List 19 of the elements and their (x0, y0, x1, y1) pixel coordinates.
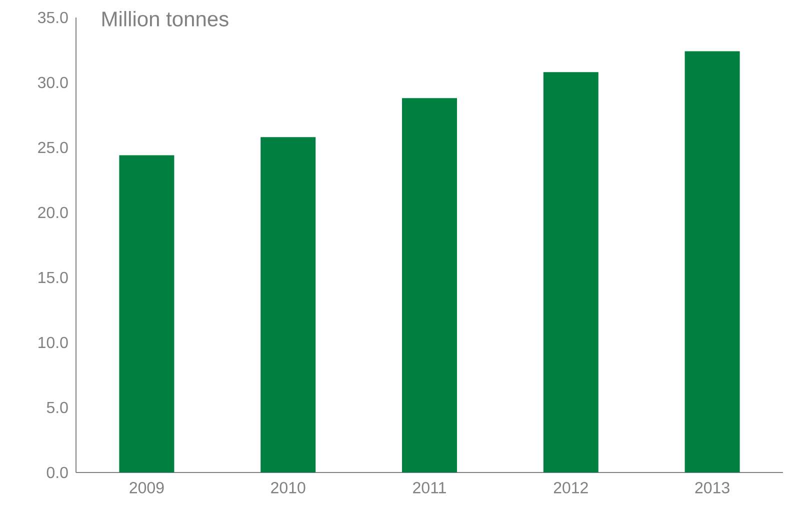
bar (119, 155, 174, 472)
y-tick-label: 0.0 (46, 466, 68, 478)
bar (684, 51, 740, 472)
bar (402, 98, 457, 472)
x-tick-label: 2010 (271, 482, 306, 494)
x-tick-label: 2009 (130, 482, 164, 494)
chart-title: Million tonnes (102, 11, 228, 26)
y-tick-label: 25.0 (38, 142, 68, 154)
y-tick-label: 5.0 (46, 402, 68, 414)
x-tick-label: 2011 (413, 482, 446, 494)
x-tick-label: 2013 (695, 482, 730, 494)
y-tick-label: 10.0 (38, 336, 68, 348)
bar (260, 137, 316, 472)
y-tick-label: 15.0 (38, 272, 68, 284)
bar (543, 72, 598, 472)
y-tick-label: 20.0 (38, 206, 68, 218)
x-tick-label: 2012 (554, 482, 588, 494)
y-tick-label: 30.0 (38, 76, 68, 88)
y-tick-label: 35.0 (38, 12, 68, 24)
